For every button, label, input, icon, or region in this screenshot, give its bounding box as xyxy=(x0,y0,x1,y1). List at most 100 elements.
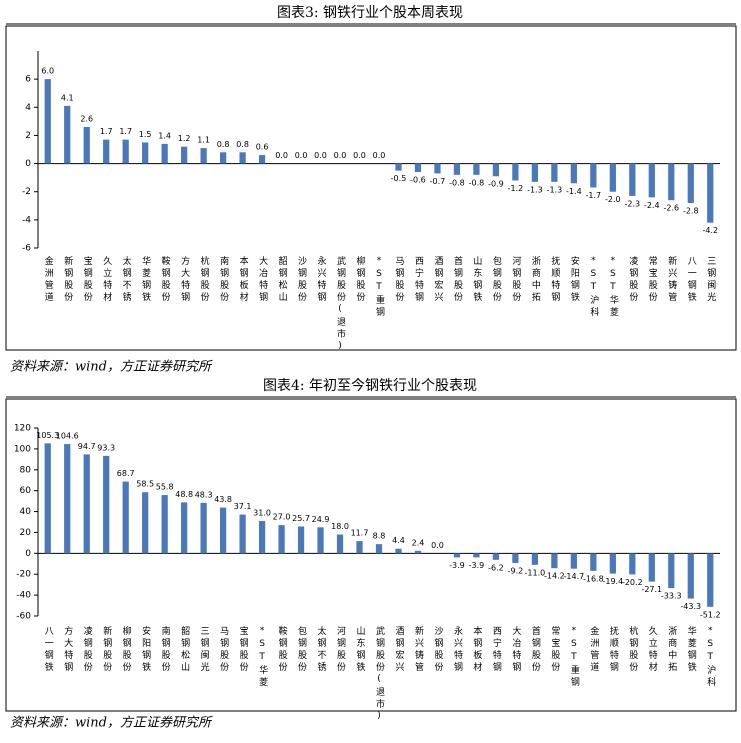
x-tick-label: 永兴特钢 xyxy=(316,255,327,304)
value-label: 58.5 xyxy=(136,480,154,489)
bar xyxy=(531,553,539,565)
value-label: 0.0 xyxy=(295,151,308,160)
chart-title: 图表4: 年初至今钢铁行业个股表现 xyxy=(263,377,477,394)
value-label: 0.0 xyxy=(275,151,288,160)
y-tick-label: 60 xyxy=(20,486,32,496)
x-tick-label: 凌钢股份 xyxy=(627,255,638,304)
x-tick-label: 杭钢股份 xyxy=(627,625,638,674)
bar xyxy=(103,455,110,554)
value-label: 1.1 xyxy=(197,136,210,145)
bar xyxy=(258,520,266,554)
x-tick-label: 永兴特钢 xyxy=(452,625,463,674)
bar xyxy=(356,541,363,554)
y-tick-label: 2 xyxy=(25,131,31,141)
value-label: -20.2 xyxy=(622,578,643,587)
x-tick-label: 沙钢股份 xyxy=(296,256,307,304)
chart-title: 图表3: 钢铁行业个股本周表现 xyxy=(277,5,463,21)
x-tick-label: 抚顺特钢 xyxy=(549,255,560,304)
x-tick-label: 山东钢铁 xyxy=(355,626,366,674)
x-tick-label: 马钢股份 xyxy=(218,626,229,674)
y-tick-label: -60 xyxy=(16,612,31,622)
x-tick-label: *ST重钢 xyxy=(374,256,385,319)
value-label: 4.4 xyxy=(392,536,405,545)
value-label: -33.3 xyxy=(661,592,682,601)
x-tick-label: 金洲管道 xyxy=(588,625,599,674)
x-tick-label: 三钢闽光 xyxy=(199,626,210,674)
y-tick-label: 40 xyxy=(20,507,32,517)
bar xyxy=(473,163,480,175)
x-tick-label: 韶钢松山 xyxy=(277,255,288,304)
value-label: -0.8 xyxy=(449,178,465,187)
x-tick-label: 新兴铸管 xyxy=(666,255,677,304)
value-label: 11.7 xyxy=(351,529,369,538)
bar xyxy=(142,492,149,554)
x-tick-label: 华菱钢铁 xyxy=(686,625,697,674)
x-tick-label: 包钢股份 xyxy=(296,625,307,674)
bar xyxy=(668,163,675,201)
x-tick-label: 大冶特钢 xyxy=(510,625,521,674)
value-label: -0.9 xyxy=(488,180,504,189)
bar xyxy=(44,79,51,164)
value-label: 0.0 xyxy=(314,151,327,160)
bar xyxy=(142,142,149,164)
x-tick-label: 新兴铸管 xyxy=(413,625,424,674)
value-label: 48.3 xyxy=(195,490,213,499)
bar xyxy=(590,553,597,571)
value-label: -1.3 xyxy=(527,185,543,194)
value-label: 104.6 xyxy=(56,432,79,441)
bar xyxy=(570,163,577,184)
bar xyxy=(219,152,227,164)
x-tick-label: 酒钢宏兴 xyxy=(393,626,404,674)
value-label: -3.9 xyxy=(469,561,485,570)
y-tick-label: 20 xyxy=(20,528,32,538)
bar xyxy=(531,163,539,182)
bar xyxy=(258,155,266,164)
bar xyxy=(453,553,461,558)
value-label: 105.3 xyxy=(36,431,59,440)
bar xyxy=(103,139,110,164)
x-tick-label: *ST华菱 xyxy=(608,256,619,319)
value-label: -2.6 xyxy=(663,204,679,213)
y-tick-label: 0 xyxy=(25,159,31,169)
x-tick-label: 浙商中拓 xyxy=(530,255,541,304)
bar xyxy=(161,143,168,164)
bar xyxy=(83,126,90,164)
x-tick-label: 华菱钢铁 xyxy=(140,255,151,304)
bar xyxy=(239,152,246,164)
x-tick-label: 河钢股份 xyxy=(335,625,346,674)
bar xyxy=(395,163,402,171)
source-note: 资料来源：wind，方正证券研究所 xyxy=(10,715,213,731)
x-tick-label: 太钢不锈 xyxy=(316,625,327,674)
bar xyxy=(609,163,616,192)
value-label: -51.2 xyxy=(700,610,721,619)
x-tick-label: 太钢不锈 xyxy=(121,255,132,304)
value-label: -3.9 xyxy=(449,561,465,570)
x-tick-label: 八一钢铁 xyxy=(686,256,697,304)
y-tick-label: -6 xyxy=(22,244,31,254)
x-tick-label: 南钢股份 xyxy=(160,625,171,674)
x-tick-label: 武钢股份(退市) xyxy=(335,255,346,354)
x-tick-label: 金洲管道 xyxy=(43,255,54,304)
value-label: 1.7 xyxy=(100,127,113,136)
y-tick-label: 120 xyxy=(14,424,31,434)
value-label: 18.0 xyxy=(331,522,349,531)
x-tick-label: 包钢股份 xyxy=(491,255,502,304)
y-tick-label: -20 xyxy=(16,570,31,580)
value-label: -1.4 xyxy=(566,187,582,196)
bar xyxy=(122,481,129,554)
value-label: 0.0 xyxy=(373,151,386,160)
bar xyxy=(414,550,422,554)
value-label: -1.7 xyxy=(586,191,602,200)
x-tick-label: 抚顺特钢 xyxy=(608,625,619,674)
x-tick-label: 本钢板材 xyxy=(471,625,482,674)
value-label: 93.3 xyxy=(97,443,115,452)
value-label: 48.8 xyxy=(175,490,193,499)
x-tick-label: 常宝股份 xyxy=(549,625,560,674)
value-label: 1.2 xyxy=(178,134,191,143)
bar xyxy=(492,163,500,177)
value-label: 31.0 xyxy=(253,508,271,517)
x-tick-label: 首钢股份 xyxy=(530,625,541,674)
value-label: 55.8 xyxy=(156,483,174,492)
x-tick-label: 鞍钢股份 xyxy=(160,255,171,304)
value-label: -4.2 xyxy=(702,226,718,235)
